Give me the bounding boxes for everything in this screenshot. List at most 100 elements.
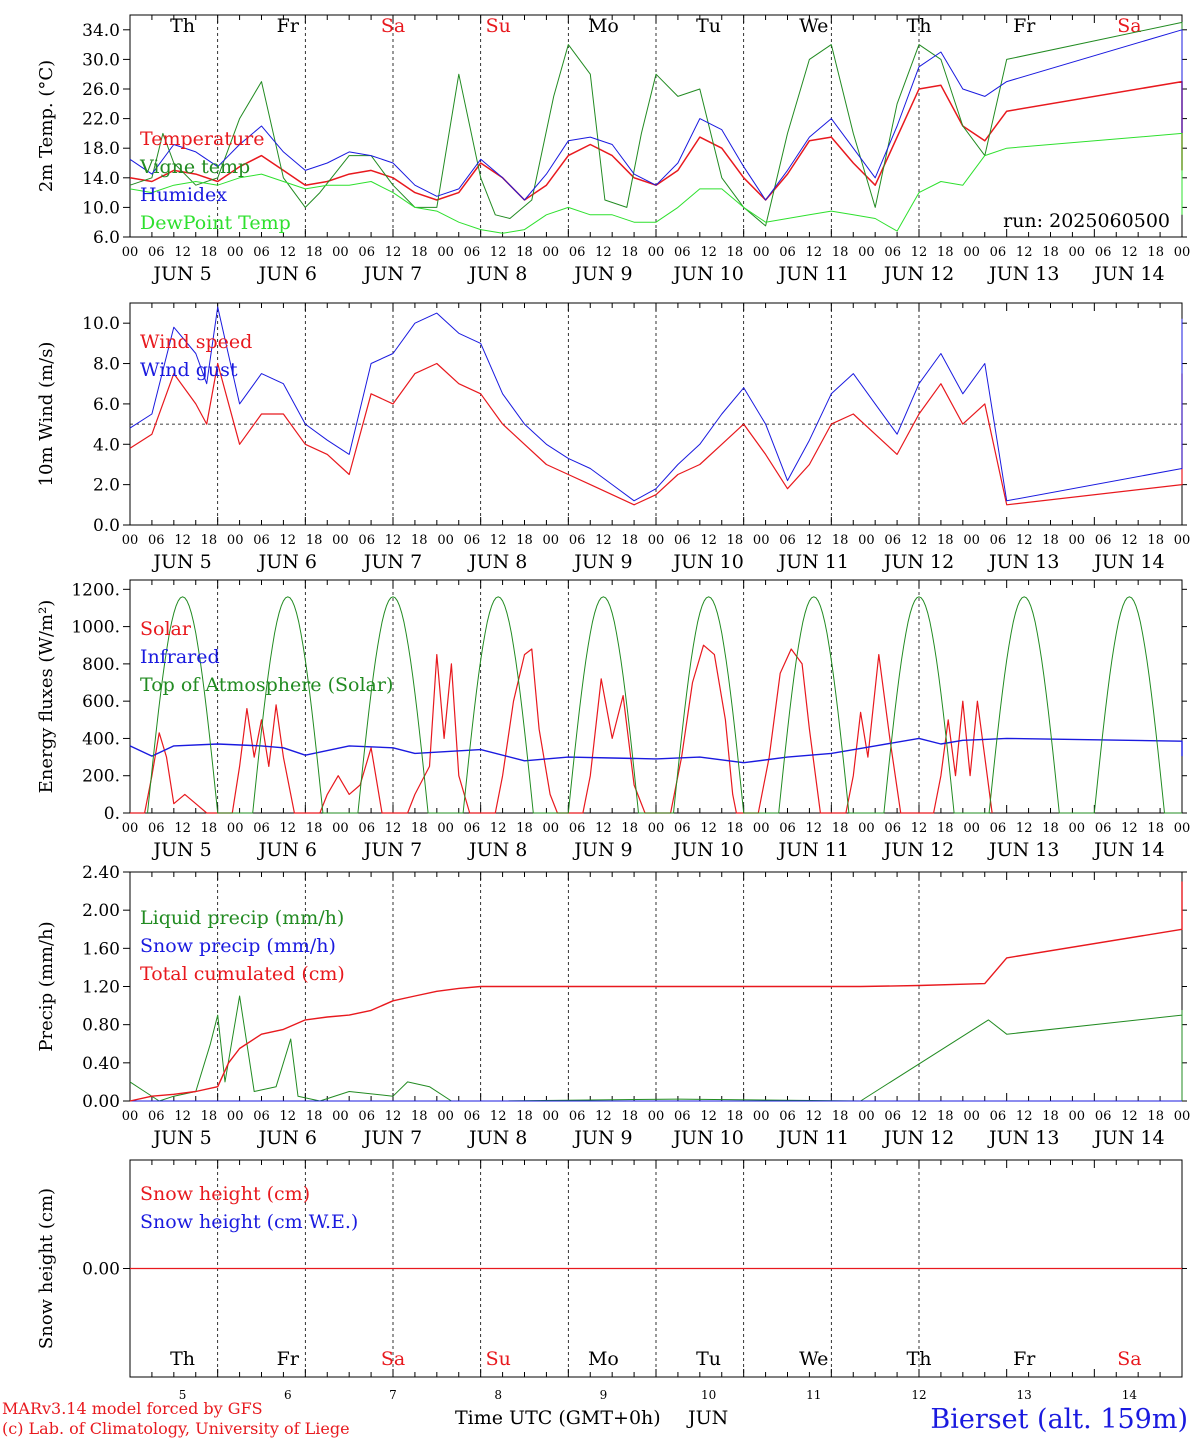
date-label: JUN 7: [362, 263, 422, 285]
x-axis-label: Time UTC (GMT+0h): [455, 1407, 661, 1429]
legend-liquid-precip-mm-h: Liquid precip (mm/h): [140, 907, 344, 929]
hour-tick-label: 18: [516, 533, 533, 548]
hour-tick-label: 12: [911, 245, 928, 260]
weekday-label: Th: [907, 1348, 932, 1370]
date-label: JUN 12: [882, 1127, 954, 1149]
hour-tick-label: 18: [411, 245, 428, 260]
day-number-label: 14: [1122, 1388, 1138, 1402]
date-label: JUN 8: [467, 1127, 527, 1149]
weekday-label: Mo: [588, 1348, 619, 1370]
legend-snow-precip-mm-h: Snow precip (mm/h): [140, 935, 336, 957]
date-label: JUN 8: [467, 551, 527, 573]
hour-tick-label: 06: [990, 821, 1007, 836]
date-label: JUN 9: [572, 263, 632, 285]
hour-tick-label: 12: [911, 533, 928, 548]
date-label: JUN 13: [987, 551, 1059, 573]
hour-tick-label: 06: [990, 533, 1007, 548]
hour-tick-label: 12: [1121, 821, 1138, 836]
y-tick-label: 8.0: [93, 355, 120, 375]
hour-tick-label: 18: [411, 821, 428, 836]
date-label: JUN 5: [151, 839, 211, 861]
date-label: JUN 8: [467, 263, 527, 285]
y-tick-label: 200.: [82, 767, 120, 787]
day-number-label: 9: [600, 1388, 608, 1402]
hour-tick-label: 06: [779, 245, 796, 260]
hour-tick-label: 18: [937, 821, 954, 836]
hour-tick-label: 18: [1042, 245, 1059, 260]
weekday-label: We: [799, 15, 828, 37]
hour-tick-label: 12: [385, 533, 402, 548]
hour-tick-label: 00: [122, 1109, 139, 1124]
date-label: JUN 9: [572, 551, 632, 573]
hour-tick-label: 12: [700, 1109, 717, 1124]
hour-tick-label: 00: [543, 245, 560, 260]
y-tick-label: 400.: [82, 729, 120, 749]
date-label: JUN 13: [987, 1127, 1059, 1149]
weekday-label: Th: [170, 1348, 195, 1370]
hour-tick-label: 18: [201, 533, 218, 548]
hour-tick-label: 06: [358, 533, 375, 548]
hour-tick-label: 00: [648, 1109, 665, 1124]
wind-series-wind-speed: [129, 362, 1183, 506]
date-label: JUN 14: [1092, 551, 1164, 573]
hour-tick-label: 00: [1174, 245, 1191, 260]
weekday-label: Tu: [696, 15, 721, 37]
hour-tick-label: 00: [753, 821, 770, 836]
hour-tick-label: 18: [1042, 533, 1059, 548]
hour-tick-label: 18: [306, 245, 323, 260]
y-tick-label: 1200.: [71, 580, 120, 600]
hour-tick-label: 00: [332, 821, 349, 836]
hour-tick-label: 06: [779, 533, 796, 548]
y-tick-label: 18.0: [82, 139, 120, 159]
legend-humidex: Humidex: [140, 184, 227, 206]
hour-tick-label: 18: [201, 245, 218, 260]
hour-tick-label: 18: [1042, 821, 1059, 836]
hour-tick-label: 00: [753, 533, 770, 548]
hour-tick-label: 00: [543, 1109, 560, 1124]
weekday-label: Fr: [277, 15, 300, 37]
day-number-label: 8: [494, 1388, 502, 1402]
hour-tick-label: 06: [253, 821, 270, 836]
hour-tick-label: 18: [1147, 533, 1164, 548]
hour-tick-label: 18: [201, 821, 218, 836]
hour-tick-label: 00: [1174, 821, 1191, 836]
y-tick-label: 0.0: [93, 516, 120, 536]
day-number-label: 6: [284, 1388, 292, 1402]
hour-tick-label: 00: [227, 245, 244, 260]
precip-panel: 0.00 0.40 0.80 1.20 1.60 2.00 2.40 Precip (mm/h…: [36, 863, 1190, 1149]
weekday-label: Th: [907, 15, 932, 37]
hour-tick-label: 18: [621, 245, 638, 260]
credit-model: MARv3.14 model forced by GFS: [2, 1399, 263, 1418]
hour-tick-label: 12: [280, 821, 297, 836]
y-axis-label: 10m Wind (m/s): [36, 342, 57, 487]
hour-tick-label: 12: [806, 1109, 823, 1124]
snow-panel: 0.00 Snow height (cm) Th Fr Sa Su Mo Tu We Th Fr Sa…: [36, 1159, 1187, 1378]
hour-tick-label: 06: [464, 245, 481, 260]
date-label: JUN 6: [257, 551, 317, 573]
hour-tick-label: 00: [1069, 821, 1086, 836]
hour-tick-label: 00: [1069, 1109, 1086, 1124]
credit-lab: (c) Lab. of Climatology, University of L…: [2, 1419, 350, 1438]
energy-series-top-of-atmosphere-solar: [147, 596, 1182, 814]
y-axis-label: Energy fluxes (W/m²): [36, 600, 57, 794]
hour-tick-label: 12: [1121, 245, 1138, 260]
y-tick-label: 0.80: [82, 1016, 120, 1036]
hour-tick-label: 18: [306, 533, 323, 548]
y-tick-label: 6.0: [93, 228, 120, 248]
hour-tick-label: 12: [806, 533, 823, 548]
day-number-label: 10: [701, 1388, 716, 1402]
weekday-label: Tu: [696, 1348, 721, 1370]
weekday-label: Su: [486, 1348, 511, 1370]
date-label: JUN 7: [362, 1127, 422, 1149]
hour-tick-label: 00: [122, 533, 139, 548]
hour-tick-label: 00: [1174, 533, 1191, 548]
weekday-label: Fr: [277, 1348, 300, 1370]
y-tick-label: 1.20: [82, 978, 120, 998]
hour-tick-label: 06: [358, 1109, 375, 1124]
hour-tick-label: 06: [148, 1109, 165, 1124]
legend-wind-speed: Wind speed: [140, 331, 252, 353]
hour-tick-label: 18: [201, 1109, 218, 1124]
hour-tick-label: 18: [516, 245, 533, 260]
hour-tick-label: 06: [1095, 533, 1112, 548]
hour-tick-label: 12: [806, 821, 823, 836]
